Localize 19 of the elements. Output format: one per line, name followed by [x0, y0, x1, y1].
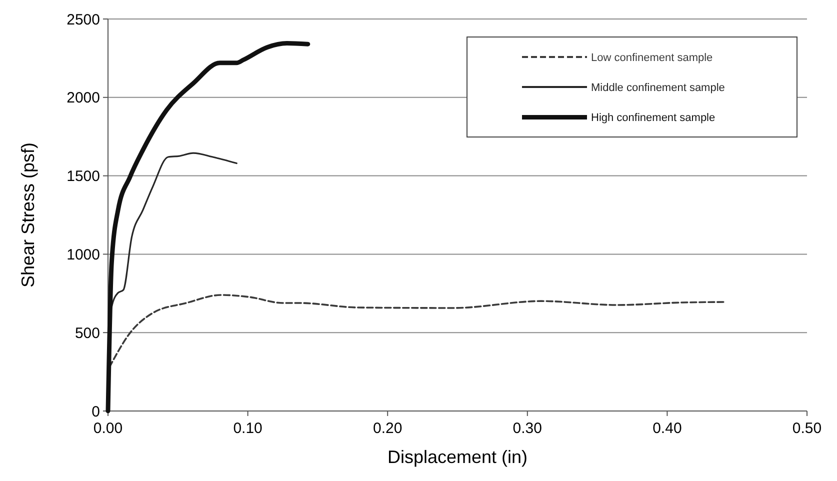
y-tick-label: 1000 — [66, 246, 100, 264]
line-series — [108, 294, 726, 368]
x-tick-label: 0.10 — [233, 420, 262, 437]
text: High confinement sample — [591, 112, 716, 124]
y-tick-label: 2500 — [66, 11, 100, 28]
y-tick-label: 0 — [92, 403, 100, 420]
y-tick-label: 2000 — [66, 90, 100, 107]
text: Middle confinement sample — [591, 82, 725, 94]
y-tick-label: 1500 — [66, 168, 100, 186]
x-tick-label: 0.40 — [652, 420, 682, 437]
line-series — [106, 41, 310, 414]
x-tick-label: 0.50 — [792, 420, 822, 437]
y-axis-title: Shear Stress (psf) — [18, 142, 38, 288]
x-tick-label: 0.20 — [373, 420, 402, 437]
text: Low confinement sample — [591, 52, 713, 64]
x-axis-title: Displacement (in) — [387, 447, 528, 467]
x-tick-label: 0.00 — [93, 420, 123, 437]
x-tick-label: 0.30 — [512, 420, 542, 437]
y-tick-label: 500 — [74, 324, 100, 342]
